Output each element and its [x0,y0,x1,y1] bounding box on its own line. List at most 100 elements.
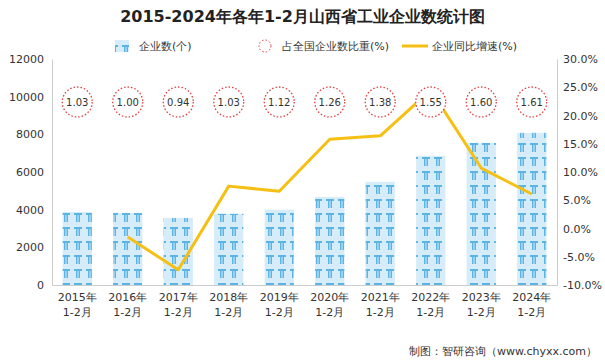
tick-label: 10000 [9,91,44,104]
tick: 10.0% [557,166,598,179]
tick-label: 2020年 1-2月 [310,291,349,319]
tick-label-line: 1-2月 [366,306,395,319]
tick-label-line: 1-2月 [63,306,92,319]
legend-item: 企业同比增速(%) [402,40,517,53]
bar [214,214,243,285]
y-axis: 0 2000 4000 6000 8000 10000 12000 [9,53,53,292]
legend-label: 占全国企业数比重(%) [282,40,389,53]
legend-swatch [402,45,428,48]
tick-label-line: 1-2月 [265,306,294,319]
ratio-circle [62,87,92,117]
bar [517,133,546,285]
tick: 2018年1-2月 [209,285,248,319]
tick-label-line: 2017年 [159,291,198,304]
axis-line [52,60,53,286]
chart: 2015-2024年各年1-2月山西省工业企业数统计图 1.03 1.00 0.94 1… [0,0,605,363]
tick-label-line: 2019年 [260,291,299,304]
legend-label: 企业同比增速(%) [432,40,517,53]
ratio-circle [416,87,446,117]
tick: -5.0% [557,251,595,264]
bar [315,197,344,285]
data-label: 0.94 [167,97,189,108]
tick-label: -5.0% [563,251,595,264]
ratio-circle [517,87,547,117]
legend-swatch [115,40,129,52]
tick-label-line: 1-2月 [467,306,496,319]
tick: 2023年 1-2月 [462,285,501,319]
tick-label: -10.0% [563,279,602,292]
data-label: 1.03 [66,97,88,108]
tick-label: 30.0% [563,53,598,66]
tick: 12000 [9,53,52,66]
tick-label: 2015年1-2月 [58,291,97,319]
tick: 2015年1-2月 [58,285,97,319]
ratio-circle [214,87,244,117]
tick: 0.0% [557,223,591,236]
axis-line [53,285,558,286]
tick-label: 0.0% [563,223,591,236]
bar [265,210,294,285]
ratio-circle [365,87,395,117]
legend-item: 企业数(个) [115,40,192,53]
axis-line [557,60,558,286]
tick-label: 25.0% [563,81,598,94]
tick-label: 5.0% [563,194,591,207]
tick-label: 2018年1-2月 [209,291,248,319]
tick-label-line: 2016年 [108,291,147,304]
tick: 8000 [16,128,52,141]
tick: 15.0% [557,138,598,151]
data-label: 1.38 [369,97,391,108]
tick: 0 [37,279,52,292]
tick-label: 20.0% [563,110,598,123]
tick: 2017年1-2月 [159,285,198,319]
tick: 2021年 1-2月 [361,285,400,319]
bar [113,213,142,285]
y2-axis: -10.0% -5.0% 0.0% 5.0% 10.0% 15.0% 20.0% 25.0% 3… [557,53,602,292]
title: 2015-2024年各年1-2月山西省工业企业数统计图 [120,7,485,26]
data-label: 1.61 [521,97,543,108]
tick-label-line: 2021年 [361,291,400,304]
bar [63,212,92,285]
data-label: 1.00 [117,97,139,108]
tick-label: 2000 [16,241,44,254]
tick-label: 8000 [16,128,44,141]
tick-label-line: 1-2月 [315,306,344,319]
data-label: 1.26 [319,97,341,108]
tick-label: 2024年 1-2月 [512,291,551,319]
tick-label: 2017年1-2月 [159,291,198,319]
tick-label: 4000 [16,204,44,217]
ratio-circle [315,87,345,117]
ratio-circle [163,87,193,117]
tick: 6000 [16,166,52,179]
data-label: 1.55 [420,97,442,108]
tick-label: 0 [37,279,44,292]
plot-area [62,87,547,285]
tick-label-line: 1-2月 [416,306,445,319]
tick-label: 12000 [9,53,44,66]
tick-label: 2019年 1-2月 [260,291,299,319]
tick-label-line: 1-2月 [113,306,142,319]
tick: 4000 [16,204,52,217]
tick-label-line: 2023年 [462,291,501,304]
tick: 10000 [9,91,52,104]
tick-label: 2022年1-2月 [411,291,450,319]
tick-label-line: 1-2月 [214,306,243,319]
tick: 5.0% [557,194,591,207]
tick-label: 2021年 1-2月 [361,291,400,319]
data-label: 1.60 [470,97,492,108]
bar [366,182,395,285]
tick-label: 10.0% [563,166,598,179]
tick-label: 2016年 1-2月 [108,291,147,319]
tick: 2022年1-2月 [411,285,450,319]
legend-label: 企业数(个) [139,40,192,53]
ratio-circle [466,87,496,117]
tick: -10.0% [557,279,602,292]
tick-label-line: 2020年 [310,291,349,304]
tick-label-line: 1-2月 [517,306,546,319]
tick-label: 6000 [16,166,44,179]
tick: 2019年 1-2月 [260,285,299,319]
legend-item: 占全国企业数比重(%) [259,40,389,53]
tick-label-line: 2024年 [512,291,551,304]
ratio-circle [264,87,294,117]
bar [416,156,445,285]
